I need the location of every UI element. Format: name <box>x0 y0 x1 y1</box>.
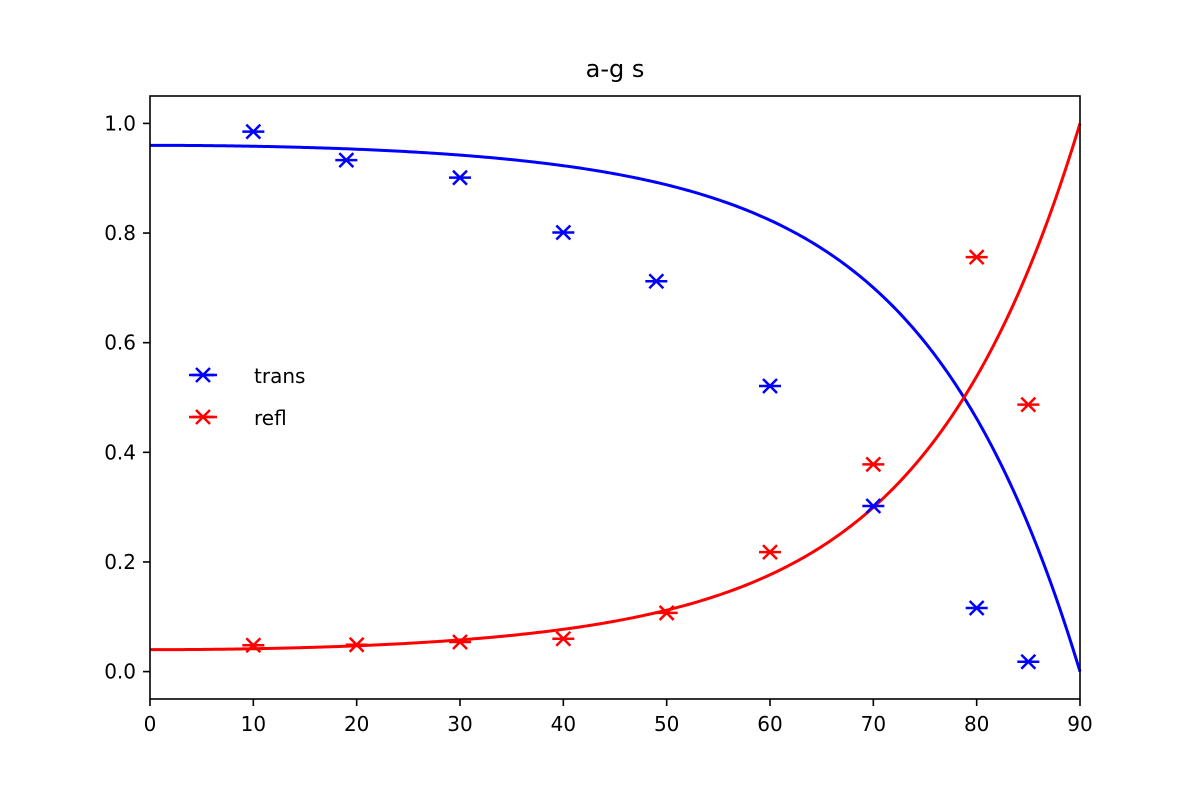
trans-data-point <box>242 123 265 140</box>
trans-data-point <box>862 498 885 514</box>
refl-data-point <box>449 634 471 650</box>
x-tick-label: 10 <box>241 712 266 736</box>
legend: trans refl <box>189 364 305 430</box>
legend-label: refl <box>254 406 287 430</box>
trans-data-point <box>965 600 988 616</box>
refl-data-point <box>862 456 885 473</box>
trans-data-point <box>1017 653 1040 670</box>
chart-title: a-g s <box>586 55 645 83</box>
refl-data-point <box>345 636 368 653</box>
x-tick-label: 60 <box>757 712 782 736</box>
trans-data-point <box>645 273 668 290</box>
refl-data-point <box>242 637 265 654</box>
trans-data-point <box>759 378 781 394</box>
legend-marker <box>192 367 214 383</box>
y-tick-label: 0.0 <box>104 660 136 684</box>
x-tick-label: 30 <box>447 712 472 736</box>
axes: 0 10 20 30 40 50 60 70 80 90 0.0 0.2 0.4 0.6 0.8 1.0 <box>104 95 1093 736</box>
theory-curves <box>150 122 1082 673</box>
trans-data-point <box>335 152 358 169</box>
x-tick-label: 20 <box>344 712 369 736</box>
refl-data-point <box>965 249 988 266</box>
y-tick-label: 0.6 <box>104 331 136 355</box>
x-tick-label: 80 <box>964 712 989 736</box>
refl-data-point <box>552 630 575 647</box>
legend-item-refl: refl <box>189 406 287 430</box>
legend-marker <box>192 409 214 425</box>
plot-frame <box>149 95 1081 700</box>
legend-label: trans <box>254 364 305 388</box>
y-tick-label: 1.0 <box>104 111 136 135</box>
y-tick-label: 0.2 <box>104 550 136 574</box>
trans-data-point <box>552 224 575 241</box>
y-tick-label: 0.4 <box>104 440 136 464</box>
x-tick-label: 90 <box>1067 712 1092 736</box>
trans-theory-line <box>150 143 1082 673</box>
y-tick-label: 0.8 <box>104 221 136 245</box>
refl-data-point <box>655 605 678 621</box>
refl-theory-line <box>150 122 1082 652</box>
x-tick-label: 0 <box>144 712 157 736</box>
legend-item-trans: trans <box>189 364 305 388</box>
x-tick-label: 50 <box>654 712 679 736</box>
trans-data-point <box>449 169 471 186</box>
x-tick-label: 40 <box>551 712 576 736</box>
x-tick-label: 70 <box>861 712 886 736</box>
refl-data-point <box>759 544 781 560</box>
data-markers <box>242 123 1040 670</box>
refl-data-point <box>1017 396 1040 413</box>
